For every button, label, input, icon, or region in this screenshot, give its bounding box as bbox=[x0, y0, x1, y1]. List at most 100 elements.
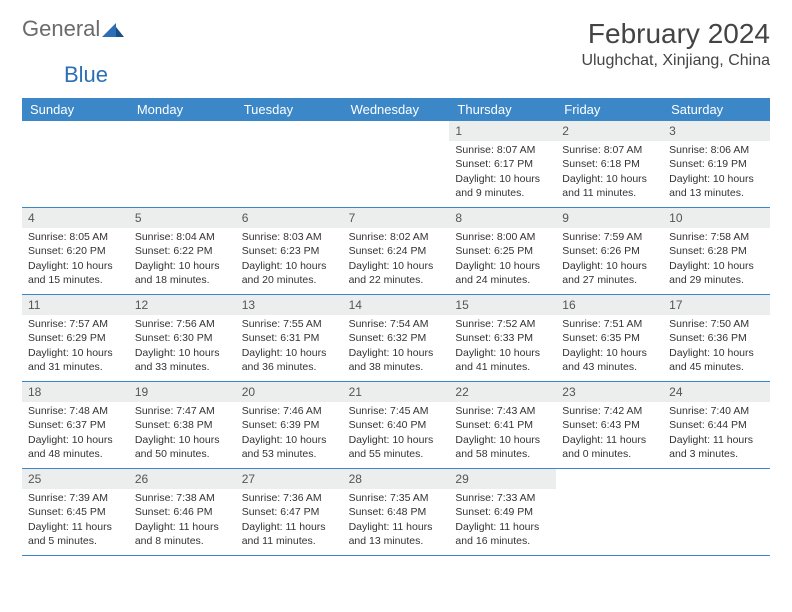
day-number: 9 bbox=[556, 208, 663, 228]
day-cell: 17Sunrise: 7:50 AMSunset: 6:36 PMDayligh… bbox=[663, 295, 770, 381]
day-info: Sunrise: 7:40 AMSunset: 6:44 PMDaylight:… bbox=[663, 404, 770, 465]
daylight-text: Daylight: 10 hours and 11 minutes. bbox=[562, 172, 657, 200]
day-header-wed: Wednesday bbox=[343, 98, 450, 121]
day-cell: 27Sunrise: 7:36 AMSunset: 6:47 PMDayligh… bbox=[236, 469, 343, 555]
sunset-text: Sunset: 6:48 PM bbox=[349, 505, 444, 519]
daylight-text: Daylight: 10 hours and 43 minutes. bbox=[562, 346, 657, 374]
sunset-text: Sunset: 6:33 PM bbox=[455, 331, 550, 345]
day-cell: 28Sunrise: 7:35 AMSunset: 6:48 PMDayligh… bbox=[343, 469, 450, 555]
day-cell: 18Sunrise: 7:48 AMSunset: 6:37 PMDayligh… bbox=[22, 382, 129, 468]
sunrise-text: Sunrise: 8:00 AM bbox=[455, 230, 550, 244]
day-cell: 15Sunrise: 7:52 AMSunset: 6:33 PMDayligh… bbox=[449, 295, 556, 381]
day-cell: 16Sunrise: 7:51 AMSunset: 6:35 PMDayligh… bbox=[556, 295, 663, 381]
sunset-text: Sunset: 6:41 PM bbox=[455, 418, 550, 432]
day-number: 8 bbox=[449, 208, 556, 228]
day-cell: 4Sunrise: 8:05 AMSunset: 6:20 PMDaylight… bbox=[22, 208, 129, 294]
day-number: 1 bbox=[449, 121, 556, 141]
daylight-text: Daylight: 10 hours and 27 minutes. bbox=[562, 259, 657, 287]
day-cell: 1Sunrise: 8:07 AMSunset: 6:17 PMDaylight… bbox=[449, 121, 556, 207]
daylight-text: Daylight: 10 hours and 18 minutes. bbox=[135, 259, 230, 287]
sunrise-text: Sunrise: 7:50 AM bbox=[669, 317, 764, 331]
sunset-text: Sunset: 6:32 PM bbox=[349, 331, 444, 345]
day-number: 16 bbox=[556, 295, 663, 315]
day-info: Sunrise: 7:39 AMSunset: 6:45 PMDaylight:… bbox=[22, 491, 129, 552]
sunset-text: Sunset: 6:35 PM bbox=[562, 331, 657, 345]
day-number: 24 bbox=[663, 382, 770, 402]
daylight-text: Daylight: 10 hours and 58 minutes. bbox=[455, 433, 550, 461]
daylight-text: Daylight: 10 hours and 22 minutes. bbox=[349, 259, 444, 287]
day-number: 15 bbox=[449, 295, 556, 315]
day-info: Sunrise: 8:02 AMSunset: 6:24 PMDaylight:… bbox=[343, 230, 450, 291]
sunrise-text: Sunrise: 7:43 AM bbox=[455, 404, 550, 418]
day-cell bbox=[22, 121, 129, 207]
day-number: 23 bbox=[556, 382, 663, 402]
sunrise-text: Sunrise: 7:59 AM bbox=[562, 230, 657, 244]
week-row: 11Sunrise: 7:57 AMSunset: 6:29 PMDayligh… bbox=[22, 295, 770, 382]
sunset-text: Sunset: 6:26 PM bbox=[562, 244, 657, 258]
daylight-text: Daylight: 10 hours and 53 minutes. bbox=[242, 433, 337, 461]
sunset-text: Sunset: 6:18 PM bbox=[562, 157, 657, 171]
sunrise-text: Sunrise: 8:06 AM bbox=[669, 143, 764, 157]
day-info: Sunrise: 7:58 AMSunset: 6:28 PMDaylight:… bbox=[663, 230, 770, 291]
week-row: 25Sunrise: 7:39 AMSunset: 6:45 PMDayligh… bbox=[22, 469, 770, 556]
sunrise-text: Sunrise: 7:42 AM bbox=[562, 404, 657, 418]
day-info: Sunrise: 7:47 AMSunset: 6:38 PMDaylight:… bbox=[129, 404, 236, 465]
day-number: 20 bbox=[236, 382, 343, 402]
day-number: 19 bbox=[129, 382, 236, 402]
day-number: 5 bbox=[129, 208, 236, 228]
day-number: 26 bbox=[129, 469, 236, 489]
sunrise-text: Sunrise: 8:04 AM bbox=[135, 230, 230, 244]
day-header-tue: Tuesday bbox=[236, 98, 343, 121]
daylight-text: Daylight: 10 hours and 36 minutes. bbox=[242, 346, 337, 374]
sunset-text: Sunset: 6:29 PM bbox=[28, 331, 123, 345]
sunset-text: Sunset: 6:44 PM bbox=[669, 418, 764, 432]
sunrise-text: Sunrise: 8:05 AM bbox=[28, 230, 123, 244]
sunrise-text: Sunrise: 7:56 AM bbox=[135, 317, 230, 331]
day-cell bbox=[129, 121, 236, 207]
daylight-text: Daylight: 11 hours and 3 minutes. bbox=[669, 433, 764, 461]
day-cell: 7Sunrise: 8:02 AMSunset: 6:24 PMDaylight… bbox=[343, 208, 450, 294]
daylight-text: Daylight: 11 hours and 5 minutes. bbox=[28, 520, 123, 548]
sunrise-text: Sunrise: 8:07 AM bbox=[562, 143, 657, 157]
sunrise-text: Sunrise: 7:51 AM bbox=[562, 317, 657, 331]
daylight-text: Daylight: 10 hours and 45 minutes. bbox=[669, 346, 764, 374]
day-number: 7 bbox=[343, 208, 450, 228]
day-cell: 22Sunrise: 7:43 AMSunset: 6:41 PMDayligh… bbox=[449, 382, 556, 468]
daylight-text: Daylight: 10 hours and 50 minutes. bbox=[135, 433, 230, 461]
day-info: Sunrise: 8:07 AMSunset: 6:17 PMDaylight:… bbox=[449, 143, 556, 204]
day-number: 25 bbox=[22, 469, 129, 489]
day-info: Sunrise: 7:51 AMSunset: 6:35 PMDaylight:… bbox=[556, 317, 663, 378]
sunrise-text: Sunrise: 7:45 AM bbox=[349, 404, 444, 418]
day-info: Sunrise: 8:05 AMSunset: 6:20 PMDaylight:… bbox=[22, 230, 129, 291]
week-row: 18Sunrise: 7:48 AMSunset: 6:37 PMDayligh… bbox=[22, 382, 770, 469]
day-info: Sunrise: 7:45 AMSunset: 6:40 PMDaylight:… bbox=[343, 404, 450, 465]
day-info: Sunrise: 7:54 AMSunset: 6:32 PMDaylight:… bbox=[343, 317, 450, 378]
day-number: 27 bbox=[236, 469, 343, 489]
sunrise-text: Sunrise: 7:36 AM bbox=[242, 491, 337, 505]
day-info: Sunrise: 7:38 AMSunset: 6:46 PMDaylight:… bbox=[129, 491, 236, 552]
day-cell: 10Sunrise: 7:58 AMSunset: 6:28 PMDayligh… bbox=[663, 208, 770, 294]
sunrise-text: Sunrise: 8:02 AM bbox=[349, 230, 444, 244]
calendar: Sunday Monday Tuesday Wednesday Thursday… bbox=[22, 98, 770, 556]
daylight-text: Daylight: 10 hours and 33 minutes. bbox=[135, 346, 230, 374]
day-header-row: Sunday Monday Tuesday Wednesday Thursday… bbox=[22, 98, 770, 121]
week-row: 4Sunrise: 8:05 AMSunset: 6:20 PMDaylight… bbox=[22, 208, 770, 295]
day-number: 12 bbox=[129, 295, 236, 315]
day-info: Sunrise: 7:57 AMSunset: 6:29 PMDaylight:… bbox=[22, 317, 129, 378]
day-cell: 23Sunrise: 7:42 AMSunset: 6:43 PMDayligh… bbox=[556, 382, 663, 468]
sunset-text: Sunset: 6:31 PM bbox=[242, 331, 337, 345]
day-cell: 26Sunrise: 7:38 AMSunset: 6:46 PMDayligh… bbox=[129, 469, 236, 555]
sunset-text: Sunset: 6:17 PM bbox=[455, 157, 550, 171]
day-cell bbox=[343, 121, 450, 207]
sunrise-text: Sunrise: 7:38 AM bbox=[135, 491, 230, 505]
day-header-sun: Sunday bbox=[22, 98, 129, 121]
day-info: Sunrise: 7:43 AMSunset: 6:41 PMDaylight:… bbox=[449, 404, 556, 465]
day-cell: 19Sunrise: 7:47 AMSunset: 6:38 PMDayligh… bbox=[129, 382, 236, 468]
day-info: Sunrise: 7:35 AMSunset: 6:48 PMDaylight:… bbox=[343, 491, 450, 552]
day-number: 4 bbox=[22, 208, 129, 228]
daylight-text: Daylight: 10 hours and 20 minutes. bbox=[242, 259, 337, 287]
sunrise-text: Sunrise: 8:07 AM bbox=[455, 143, 550, 157]
sunset-text: Sunset: 6:45 PM bbox=[28, 505, 123, 519]
day-info: Sunrise: 7:50 AMSunset: 6:36 PMDaylight:… bbox=[663, 317, 770, 378]
daylight-text: Daylight: 11 hours and 13 minutes. bbox=[349, 520, 444, 548]
